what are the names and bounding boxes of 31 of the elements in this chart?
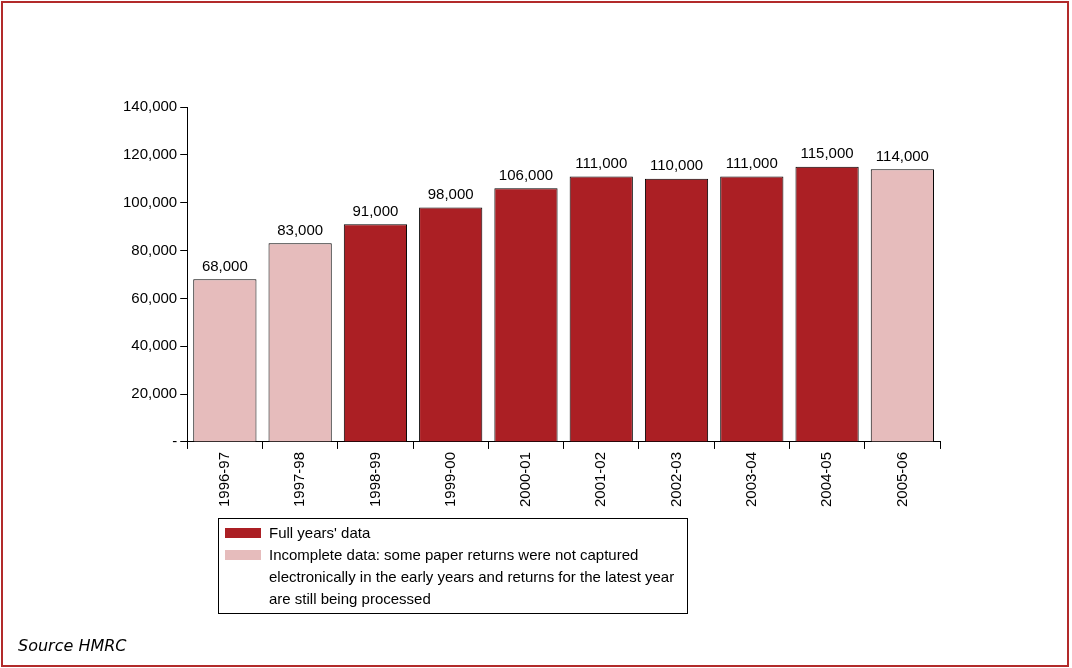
y-tick-label: 100,000 xyxy=(122,192,178,210)
y-tick-label: 60,000 xyxy=(131,288,178,306)
x-tick-label: 1999-00 xyxy=(440,451,458,508)
data-label: 111,000 xyxy=(575,154,628,172)
legend-label: Incomplete data: some paper returns were not captured electronically in the early years and returns for the latest year are still being processed xyxy=(269,545,676,609)
data-label: 115,000 xyxy=(800,144,854,162)
data-label: 110,000 xyxy=(649,156,704,174)
x-tick-label: 1998-99 xyxy=(365,451,383,508)
y-tick-label: - xyxy=(172,432,178,450)
data-label: 106,000 xyxy=(498,165,554,183)
y-tick-label: 140,000 xyxy=(122,97,178,115)
data-label: 98,000 xyxy=(427,185,474,203)
x-tick-label: 2001-02 xyxy=(591,451,609,508)
x-tick-label: 1996-97 xyxy=(215,451,232,508)
y-tick-label: 120,000 xyxy=(122,144,178,162)
x-tick-label: 1997-98 xyxy=(290,451,308,508)
y-tick-label: 20,000 xyxy=(131,384,178,402)
x-tick-label: 2000-01 xyxy=(516,451,534,508)
x-tick-label: 2004-05 xyxy=(817,451,835,508)
x-tick-label: 2003-04 xyxy=(741,451,759,508)
x-tick-label: 2005-06 xyxy=(892,451,910,508)
y-tick-label: 40,000 xyxy=(131,336,178,354)
legend-label: Full years' data xyxy=(269,523,371,543)
x-tick-label: 2002-03 xyxy=(666,451,684,508)
data-label: 83,000 xyxy=(277,221,324,239)
data-label: 114,000 xyxy=(875,146,929,164)
source-note: Source HMRC xyxy=(18,636,127,655)
data-label: 68,000 xyxy=(201,256,248,274)
data-label: 91,000 xyxy=(352,201,399,219)
data-label: 111,000 xyxy=(725,154,778,172)
y-tick-label: 80,000 xyxy=(131,240,178,258)
